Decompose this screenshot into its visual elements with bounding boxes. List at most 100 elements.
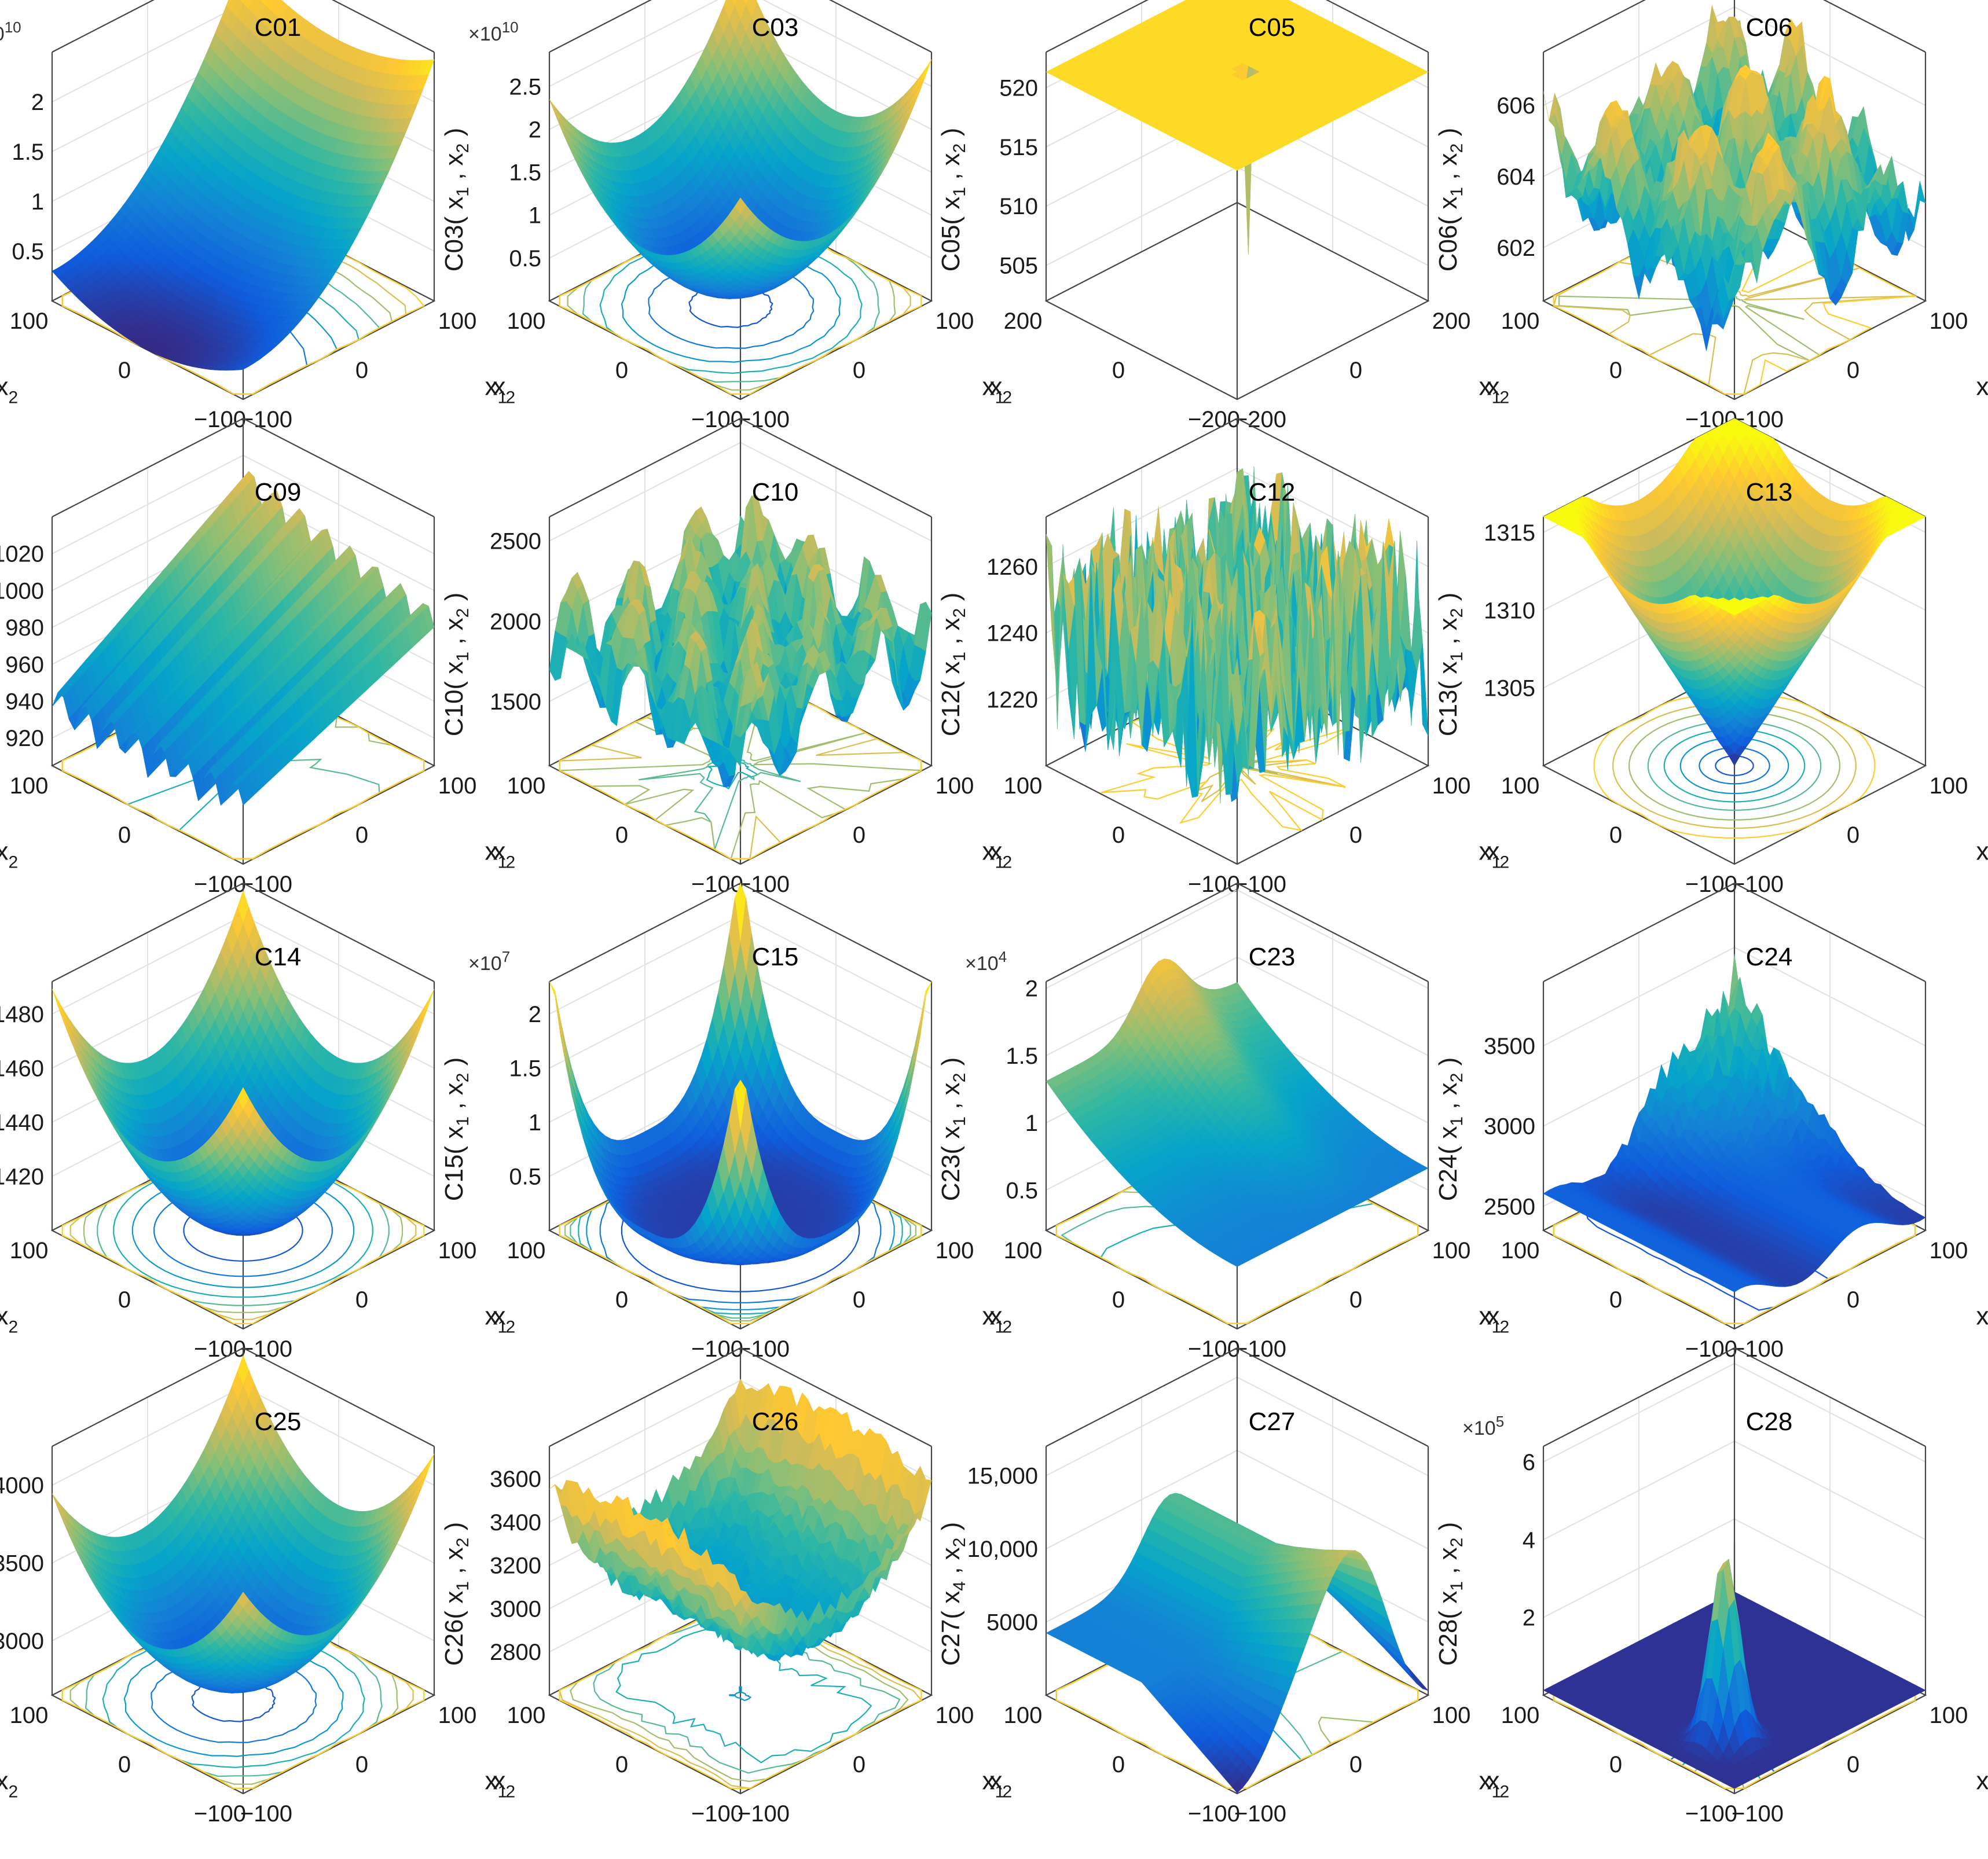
x1-tick-label: 100 — [935, 1703, 974, 1728]
z-axis-label: C28( x1 , x2 ) — [1434, 1522, 1466, 1666]
z-tick-label: 1 — [1025, 1111, 1038, 1136]
x1-tick-label: 0 — [1349, 822, 1362, 848]
x1-tick-label: 100 — [438, 308, 477, 334]
surface — [549, 0, 931, 299]
x2-tick-label: 0 — [615, 1752, 628, 1777]
x1-tick-label: 0 — [852, 822, 865, 848]
x1-tick-label: 0 — [852, 358, 865, 383]
x1-tick-label: 0 — [1349, 358, 1362, 383]
x1-tick-label: 100 — [438, 1238, 477, 1263]
z-tick-label: 2 — [1522, 1606, 1535, 1631]
x1-tick-label: 100 — [1432, 1238, 1471, 1263]
x1-tick-label: −100 — [737, 872, 789, 897]
panel-title: C10 — [751, 478, 798, 506]
chart-panel-c25: C25300035004000C25( x1 , x2 )−1000100−10… — [0, 1347, 507, 1827]
z-tick-label: 0.5 — [12, 239, 44, 264]
x1-tick-label: 100 — [1929, 308, 1968, 334]
z-tick-label: 602 — [1496, 236, 1535, 261]
x2-tick-label: −100 — [691, 407, 743, 432]
x1-tick-label: 100 — [1929, 1238, 1968, 1263]
x2-tick-label: 100 — [1501, 773, 1539, 799]
z-tick-label: 1.5 — [1006, 1044, 1038, 1069]
surface — [1046, 1493, 1429, 1794]
z-tick-label: 940 — [5, 689, 44, 715]
panel-title: C25 — [255, 1408, 302, 1436]
x2-tick-label: 0 — [118, 358, 131, 383]
z-tick-label: 15,000 — [967, 1464, 1038, 1489]
x2-tick-label: 200 — [1004, 308, 1043, 334]
x2-axis-label: x2 — [0, 837, 18, 872]
x1-tick-label: 100 — [1432, 773, 1471, 799]
x1-tick-label: −100 — [737, 407, 789, 432]
z-tick-label: 2 — [31, 90, 44, 115]
panel-title: C26 — [751, 1408, 798, 1436]
x2-tick-label: 0 — [1609, 1287, 1622, 1313]
x1-tick-label: 0 — [1846, 1752, 1859, 1777]
x2-axis-label: x2 — [0, 1767, 18, 1802]
x2-tick-label: −100 — [1188, 1336, 1240, 1362]
x2-tick-label: −100 — [1685, 872, 1737, 897]
z-tick-label: 980 — [5, 615, 44, 641]
x2-tick-label: −100 — [194, 1801, 246, 1827]
x1-tick-label: 100 — [438, 773, 477, 799]
z-tick-label: 3200 — [490, 1553, 541, 1579]
z-tick-label: 960 — [5, 652, 44, 678]
x1-tick-label: −100 — [240, 1336, 292, 1362]
x1-tick-label: 0 — [355, 358, 368, 383]
panel-title: C06 — [1745, 13, 1792, 42]
z-tick-label: 1440 — [0, 1110, 44, 1136]
x2-tick-label: 100 — [507, 773, 545, 799]
x2-tick-label: −100 — [1188, 872, 1240, 897]
x2-tick-label: −100 — [1685, 1801, 1737, 1827]
x1-tick-label: −100 — [240, 872, 292, 897]
z-tick-label: 1480 — [0, 1002, 44, 1027]
z-tick-label: 3600 — [490, 1467, 541, 1492]
x1-tick-label: 0 — [1349, 1287, 1362, 1313]
panel-title: C09 — [255, 478, 302, 506]
x1-tick-label: −100 — [1731, 1336, 1783, 1362]
chart-panel-c12: C12 1220 1240 1260 C12( x1 , x2 ) −100 0 100 −10… — [937, 417, 1501, 897]
x1-axis-label: x1 — [1976, 837, 1988, 872]
z-tick-label: 1.5 — [12, 139, 44, 165]
z-exponent: ×1010 — [0, 19, 21, 45]
panel-title: C28 — [1745, 1408, 1792, 1436]
x2-tick-label: 0 — [615, 358, 628, 383]
x2-tick-label: 0 — [1112, 822, 1125, 848]
x1-tick-label: −100 — [1731, 1801, 1783, 1827]
x1-tick-label: 100 — [935, 308, 974, 334]
x2-tick-label: 100 — [1501, 1238, 1539, 1263]
x2-tick-label: −100 — [691, 872, 743, 897]
x2-tick-label: 100 — [1004, 773, 1043, 799]
x2-tick-label: 0 — [1609, 358, 1622, 383]
z-tick-label: 2.5 — [509, 74, 541, 100]
x1-tick-label: 100 — [438, 1703, 477, 1728]
panel-title: C13 — [1745, 478, 1792, 506]
panel-title: C05 — [1249, 13, 1296, 42]
z-tick-label: 515 — [999, 135, 1038, 160]
z-tick-label: 1420 — [0, 1164, 44, 1190]
x2-tick-label: −200 — [1188, 407, 1240, 432]
x1-tick-label: 0 — [852, 1752, 865, 1777]
x2-tick-label: 100 — [1004, 1703, 1043, 1728]
x1-tick-label: −100 — [1731, 872, 1783, 897]
x1-axis-label: x1 — [1976, 373, 1988, 407]
surface — [52, 471, 435, 806]
z-tick-label: 3500 — [0, 1551, 44, 1577]
x2-axis-label: x2 — [0, 373, 18, 407]
x2-tick-label: 0 — [1609, 822, 1622, 848]
surface — [52, 0, 435, 371]
x1-tick-label: 100 — [1929, 1703, 1968, 1728]
z-tick-label: 505 — [999, 254, 1038, 279]
z-tick-label: 1 — [31, 189, 44, 215]
surface — [1046, 958, 1429, 1267]
z-tick-label: 3000 — [1484, 1114, 1535, 1140]
x1-axis-label: x1 — [1976, 1767, 1988, 1802]
surface — [1543, 953, 1925, 1292]
